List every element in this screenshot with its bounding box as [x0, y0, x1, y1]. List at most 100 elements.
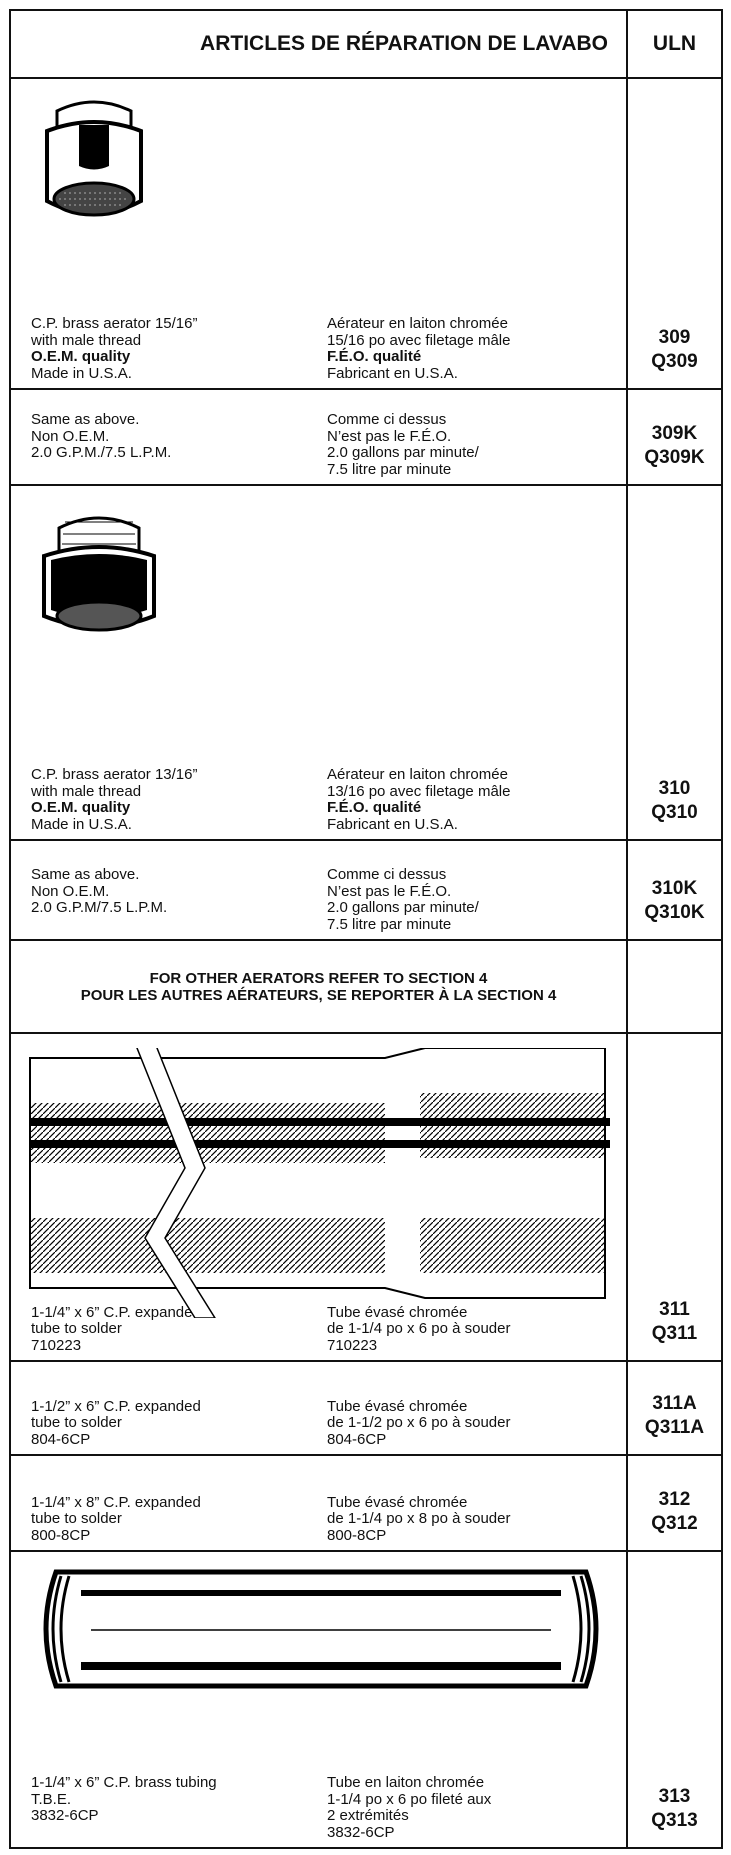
text-line: C.P. brass aerator 15/16”	[31, 315, 198, 332]
text-line: Comme ci dessus	[327, 866, 447, 883]
item-cell: 1-1/4” x 6” C.P. brass tubing T.B.E. 3832-…	[11, 1552, 628, 1847]
uln-cell: 310 Q310	[628, 486, 721, 839]
text-line: Tube évasé chromée	[327, 1397, 468, 1415]
text-line: Aérateur en laiton chromée	[327, 315, 508, 332]
columns: 1-1/4” x 6” C.P. brass tubing T.B.E. 3832-…	[31, 1774, 626, 1841]
text-line: Made in U.S.A.	[31, 364, 132, 382]
uln-code: 311	[659, 1299, 690, 1320]
text-line: F.É.O. qualité	[327, 348, 422, 365]
text-line: de 1-1/2 po x 6 po à souder	[327, 1414, 511, 1431]
text-line: 3832-6CP	[31, 1807, 99, 1824]
text-line: 1-1/4” x 6” C.P. expanded	[31, 1303, 201, 1321]
text-line: de 1-1/4 po x 6 po à souder	[327, 1320, 511, 1337]
english-text: C.P. brass aerator 13/16” with male threa…	[31, 766, 327, 833]
columns: 1-1/4” x 6” C.P. expanded tube to solder 7…	[31, 1303, 626, 1355]
text-line: Fabricant en U.S.A.	[327, 815, 458, 833]
uln-code: Q311	[651, 1323, 698, 1344]
text-line: 15/16 po avec filetage mâle	[327, 331, 511, 349]
uln-cell: 312 Q312	[628, 1456, 721, 1550]
french-text: Tube évasé chromée de 1-1/2 po x 6 po à s…	[327, 1397, 623, 1449]
text-line: F.É.O. qualité	[327, 799, 422, 816]
uln-code: Q310K	[644, 902, 705, 923]
columns: C.P. brass aerator 15/16” with male threa…	[31, 315, 626, 382]
text-line: 2.0 gallons par minute/	[327, 899, 479, 916]
item-row: 1-1/2” x 6” C.P. expanded tube to solder 8…	[11, 1360, 721, 1454]
uln-code: Q309	[651, 351, 698, 372]
item-cell: Same as above. Non O.E.M. 2.0 G.P.M./7.5 L…	[11, 390, 628, 484]
english-text: 1-1/4” x 6” C.P. brass tubing T.B.E. 3832-…	[31, 1774, 327, 1841]
text-line: Same as above.	[31, 411, 140, 428]
text-line: N’est pas le F.É.O.	[327, 882, 452, 900]
french-text: Comme ci dessus N’est pas le F.É.O. 2.0 ga…	[327, 411, 623, 478]
text-line: tube to solder	[31, 1510, 122, 1527]
columns: 1-1/2” x 6” C.P. expanded tube to solder 8…	[31, 1397, 626, 1449]
uln-code: 310	[658, 778, 691, 799]
english-text: C.P. brass aerator 15/16” with male threa…	[31, 315, 327, 382]
french-text: Comme ci dessus N’est pas le F.É.O. 2.0 ga…	[327, 866, 623, 933]
item-row: C.P. brass aerator 13/16” with male threa…	[11, 484, 721, 839]
uln-code: 310K	[651, 878, 698, 899]
item-cell: 1-1/2” x 6” C.P. expanded tube to solder 8…	[11, 1362, 628, 1454]
text-line: 3832-6CP	[327, 1823, 395, 1841]
uln-cell: 311 Q311	[628, 1034, 721, 1360]
french-text: Tube en laiton chromée 1-1/4 po x 6 po fi…	[327, 1774, 623, 1841]
header-row: ARTICLES DE RÉPARATION DE LAVABO ULN	[11, 11, 721, 77]
text-line: 13/16 po avec filetage mâle	[327, 782, 511, 800]
text-line: with male thread	[31, 331, 142, 349]
text-line: 2.0 G.P.M./7.5 L.P.M.	[31, 444, 172, 461]
uln-code: Q313	[651, 1810, 698, 1831]
uln-code: 309	[658, 327, 691, 348]
uln-cell: 313 Q313	[628, 1552, 721, 1847]
english-text: 1-1/4” x 8” C.P. expanded tube to solder 8…	[31, 1493, 327, 1545]
text-line: O.E.M. quality	[31, 348, 131, 365]
uln-code: Q309K	[644, 447, 705, 468]
note-row: FOR OTHER AERATORS REFER TO SECTION 4 POU…	[11, 939, 721, 1032]
columns: 1-1/4” x 8” C.P. expanded tube to solder 8…	[31, 1493, 626, 1545]
text-line: 2.0 G.P.M/7.5 L.P.M.	[31, 899, 168, 916]
text-line: 2.0 gallons par minute/	[327, 444, 479, 461]
uln-code: Q310	[651, 802, 698, 823]
item-row: Same as above. Non O.E.M. 2.0 G.P.M./7.5 L…	[11, 388, 721, 484]
text-line: N’est pas le F.É.O.	[327, 427, 452, 445]
text-line: Tube évasé chromée	[327, 1303, 468, 1321]
item-row: 1-1/4” x 8” C.P. expanded tube to solder 8…	[11, 1454, 721, 1550]
parts-table: ARTICLES DE RÉPARATION DE LAVABO ULN C.P. …	[9, 9, 723, 1849]
uln-cell: 310K Q310K	[628, 841, 721, 939]
french-text: Aérateur en laiton chromée 13/16 po avec …	[327, 766, 623, 833]
text-line: 804-6CP	[31, 1430, 91, 1448]
text-line: Non O.E.M.	[31, 427, 110, 445]
english-text: 1-1/4” x 6” C.P. expanded tube to solder 7…	[31, 1303, 327, 1355]
item-cell: 1-1/4” x 6” C.P. expanded tube to solder 7…	[11, 1034, 628, 1360]
uln-cell: 309K Q309K	[628, 390, 721, 484]
note-line: POUR LES AUTRES AÉRATEURS, SE REPORTER À…	[80, 986, 557, 1004]
text-line: Aérateur en laiton chromée	[327, 766, 508, 783]
text-line: 800-8CP	[327, 1526, 387, 1544]
text-line: 2 extrémités	[327, 1807, 409, 1824]
text-line: 710223	[327, 1336, 378, 1354]
columns: Same as above. Non O.E.M. 2.0 G.P.M./7.5 L…	[31, 411, 626, 478]
text-line: 804-6CP	[327, 1430, 387, 1448]
text-line: tube to solder	[31, 1414, 122, 1431]
item-row: C.P. brass aerator 15/16” with male threa…	[11, 77, 721, 388]
uln-empty	[628, 941, 721, 1032]
text-line: 7.5 litre par minute	[327, 915, 452, 933]
english-text: Same as above. Non O.E.M. 2.0 G.P.M/7.5 L.…	[31, 866, 327, 933]
uln-cell: 311A Q311A	[628, 1362, 721, 1454]
item-cell: 1-1/4” x 8” C.P. expanded tube to solder 8…	[11, 1456, 628, 1550]
english-text: 1-1/2” x 6” C.P. expanded tube to solder 8…	[31, 1398, 327, 1449]
text-line: 1-1/4” x 8” C.P. expanded	[31, 1493, 201, 1511]
text-line: O.E.M. quality	[31, 799, 131, 816]
note-line: FOR OTHER AERATORS REFER TO SECTION 4	[149, 969, 488, 987]
text-line: 710223	[31, 1336, 82, 1354]
text-line: T.B.E.	[31, 1790, 72, 1808]
text-line: Fabricant en U.S.A.	[327, 364, 458, 382]
english-text: Same as above. Non O.E.M. 2.0 G.P.M./7.5 L…	[31, 411, 327, 478]
uln-code: 312	[658, 1489, 691, 1510]
text-line: Tube en laiton chromée	[327, 1774, 485, 1791]
text-line: 7.5 litre par minute	[327, 460, 452, 478]
text-line: 1-1/4” x 6” C.P. brass tubing	[31, 1774, 217, 1791]
text-line: with male thread	[31, 782, 142, 800]
columns: C.P. brass aerator 13/16” with male threa…	[31, 766, 626, 833]
text-line: Same as above.	[31, 866, 140, 883]
